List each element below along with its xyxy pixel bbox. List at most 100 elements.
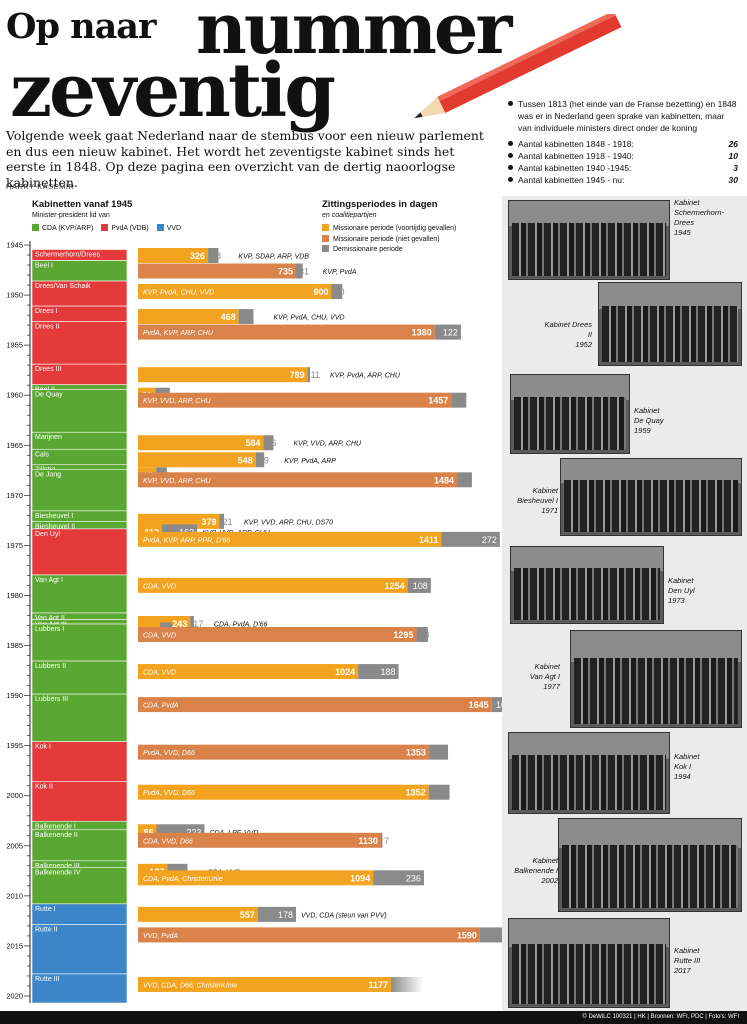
timeline-label: Kok I — [35, 744, 51, 751]
fact-stat-value: 26 — [728, 139, 738, 149]
author: HARRY KASEMIR — [6, 182, 75, 191]
bar-parties-label: KVP, PvdA, ARP — [284, 458, 336, 465]
bar-missionary — [138, 664, 359, 680]
bar-demissionary-value: 97 — [432, 788, 442, 798]
timeline-label: Balkenende IV — [35, 869, 81, 876]
bar-parties-label: CDA, VVD — [143, 633, 176, 640]
year-tick-label: 1945 — [6, 241, 23, 250]
bar-missionary — [138, 906, 258, 922]
photo-caption: Kabinet Balkenende I 2002 — [514, 856, 558, 885]
bar-parties-label: KVP, PvdA, CHU, VVD — [273, 315, 344, 322]
period-legend-item: Demissionaire periode — [322, 245, 456, 256]
bar-parties-label: CDA, PvdA, D'66 — [214, 621, 268, 628]
bar-demissionary — [238, 309, 254, 325]
title-part-1: Op naar — [6, 6, 156, 47]
bar-demissionary-value: 188 — [381, 667, 396, 677]
bar-missionary — [138, 284, 332, 300]
bar-demissionary — [208, 248, 219, 263]
bar-demissionary — [407, 577, 431, 593]
timeline-label: Drees/Van Schaik — [35, 283, 91, 290]
bar-demissionary — [373, 870, 424, 886]
bar-missionary-value: 1130 — [358, 836, 378, 846]
bar-missionary — [138, 435, 264, 451]
bar-demissionary — [296, 263, 303, 279]
bar-missionary — [138, 927, 480, 943]
timeline-label: Balkenende I — [35, 823, 76, 830]
timeline-block — [31, 867, 128, 905]
bar-missionary-value: 548 — [238, 455, 253, 465]
cabinet-chart: 1945 1950 1955 1960 1965 1970 1975 1980 1985 1990… — [6, 241, 502, 1004]
bar-missionary-value: 1645 — [469, 700, 489, 710]
timeline-label: De Jong — [35, 471, 61, 478]
facts-box: Tussen 1813 (het einde van de Franse bez… — [508, 98, 738, 186]
year-tick-label: 1965 — [6, 441, 23, 450]
bar-missionary-value: 1411 — [419, 535, 439, 545]
photo-column: Kabinet Schermerhorn-Drees 1945 Kabinet D… — [502, 196, 747, 1011]
bar-missionary-value: 1380 — [412, 328, 432, 338]
timeline-label: Lubbers II — [35, 663, 66, 670]
bar-parties-label: KVP, PvdA, CHU, VVD — [143, 290, 214, 297]
bar-demissionary — [219, 513, 224, 529]
bar-missionary — [138, 832, 381, 848]
timeline-label: Kok II — [35, 784, 53, 791]
year-tick-label: 2005 — [6, 841, 23, 850]
timeline-block — [31, 693, 128, 742]
bar-demissionary-value: 21 — [222, 517, 232, 527]
bar-missionary-value: 1094 — [350, 873, 370, 883]
bar-missionary — [138, 697, 492, 713]
facts-note: Tussen 1813 (het einde van de Franse bez… — [508, 98, 738, 134]
bar-missionary-value: 1352 — [406, 788, 426, 798]
right-legend-title: Zittingsperiodes in dagen — [322, 199, 438, 210]
title-part-3: zeventig — [10, 48, 336, 134]
cabinet-photo — [598, 282, 742, 366]
bar-missionary — [138, 392, 452, 408]
timeline-block — [31, 574, 128, 614]
footer: © DeWiLC 100321 | HK | Bronnen: WFI, PDC… — [0, 1011, 747, 1024]
year-tick-label: 1980 — [6, 591, 23, 600]
bar-demissionary — [416, 627, 428, 643]
timeline-block — [31, 389, 128, 433]
bar-demissionary — [331, 284, 343, 300]
photo-caption: Kabinet Rutte III 2017 — [674, 946, 701, 975]
cabinet-photo — [508, 732, 670, 814]
bar-missionary-value: 735 — [278, 267, 293, 277]
bar-missionary — [138, 784, 429, 800]
year-tick-label: 1990 — [6, 691, 23, 700]
title-part-2: nummer — [196, 0, 512, 70]
right-legend-subtitle: en coalitiepartijen — [322, 212, 377, 219]
bar-missionary — [138, 452, 256, 468]
timeline-label: Den Uyl — [35, 531, 60, 538]
fact-stat: Aantal kabinetten 1918 - 1940: 10 — [508, 150, 738, 162]
bar-parties-label: CDA, PvdA — [143, 703, 179, 710]
bar-demissionary — [307, 367, 310, 383]
bar-demissionary — [434, 324, 461, 340]
photo-caption: Kabinet De Quay 1959 — [634, 406, 664, 435]
bar-demissionary — [479, 927, 502, 943]
bar-demissionary — [257, 906, 297, 922]
bar-demissionary-value: 7 — [384, 836, 389, 846]
timeline-label: Biesheuvel I — [35, 513, 73, 520]
cabinet-photo — [510, 546, 664, 624]
bar-demissionary-value: 39 — [259, 455, 269, 465]
timeline-label: Schermerhorn/Drees — [35, 252, 100, 259]
year-tick-label: 2000 — [6, 791, 23, 800]
party-legend-item: PvdA (VDB) — [101, 224, 149, 232]
bar-parties-label: PvdA, KVP, ARP, CHU — [143, 330, 214, 337]
year-tick-label: 1995 — [6, 741, 23, 750]
bar-missionary-value: 1177 — [369, 980, 389, 990]
fact-stat-value: 10 — [728, 151, 738, 161]
timeline-label: Rutte II — [35, 926, 58, 933]
timeline-label: Rutte III — [35, 976, 60, 983]
timeline-label: Balkenende III — [35, 863, 80, 870]
facts-stats: Aantal kabinetten 1848 - 1918: 26 Aantal k… — [508, 138, 738, 186]
timeline-block — [31, 973, 128, 1004]
bar-demissionary — [190, 615, 194, 631]
bar-parties-label: KVP, VVD, ARP, CHU — [143, 398, 212, 405]
bar-missionary — [138, 248, 209, 263]
bar-missionary-value: 1590 — [457, 930, 477, 940]
year-tick-label: 2020 — [6, 992, 23, 1001]
fact-stat: Aantal kabinetten 1945 - nu: 30 — [508, 174, 738, 186]
cabinet-photo — [558, 818, 742, 912]
bar-parties-label: KVP, VVD, ARP, CHU — [143, 478, 212, 485]
bar-demissionary — [457, 472, 472, 488]
